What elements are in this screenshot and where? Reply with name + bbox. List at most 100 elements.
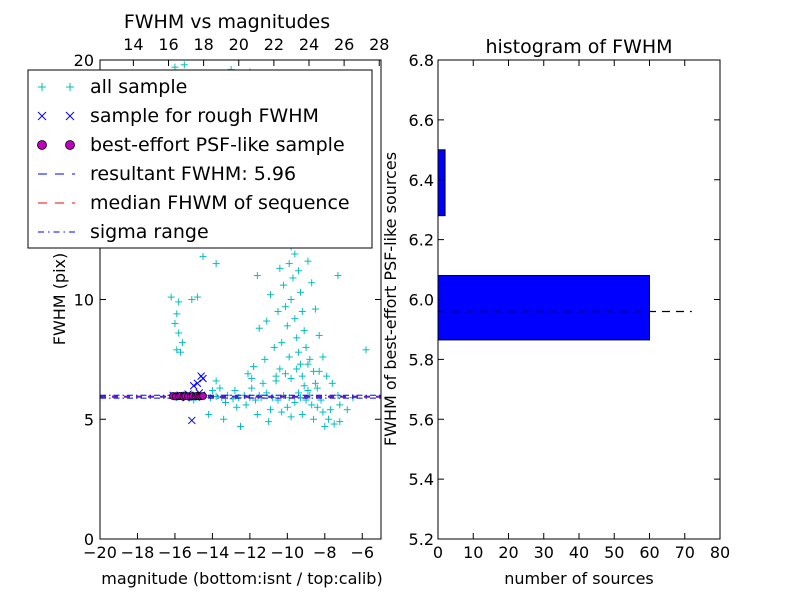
all-sample-point [212,260,220,268]
legend-entry: sigma range [38,221,209,243]
all-sample-point [296,360,304,368]
y-tick-label: 5.8 [409,350,434,369]
all-sample-point [304,360,312,368]
x-tick-label: 70 [675,543,695,562]
x-tick-label: 0 [433,543,443,562]
all-sample-point [253,410,261,418]
all-sample-point [278,339,286,347]
legend-marker [37,111,47,121]
y-tick-label: 6.4 [409,171,434,190]
all-sample-point [244,370,252,378]
all-sample-point [250,363,258,371]
x-tick-label: −12 [233,543,267,562]
legend-marker [66,83,74,91]
right-plot: 0 10 20 30 40 50 60 70 80 5.2 5.4 5.6 5.8 6.0 6.2 6.4 6.… [381,36,730,588]
all-sample-point [266,291,274,299]
y-tick-label: 5.6 [409,410,434,429]
all-sample-point [281,370,289,378]
y-tick-label: 5.4 [409,470,434,489]
all-sample-point [291,250,299,258]
all-sample-point [283,322,291,330]
all-sample-point [259,379,267,387]
all-sample-point [321,422,329,430]
all-sample-point [177,348,185,356]
all-sample-point [293,365,301,373]
all-sample-point [276,264,284,272]
x-tick-label: 50 [604,543,624,562]
all-sample-point [323,372,331,380]
y-tick-label: 6.8 [409,51,434,70]
all-sample-point [285,260,293,268]
all-sample-point [208,387,216,395]
right-axis-ticks: 0 10 20 30 40 50 60 70 80 5.2 5.4 5.6 5.8 6.0 6.2 6.4 6.… [409,51,731,562]
all-sample-point [205,410,213,418]
legend-entry: all sample [38,76,187,98]
all-sample-point [242,401,250,409]
all-sample-point [173,346,181,354]
all-sample-point [278,408,286,416]
y-tick-label: 5.2 [409,530,434,549]
x-tick-label: 40 [569,543,589,562]
all-sample-point [167,293,175,301]
legend-entry: best-effort PSF-like sample [37,134,345,156]
all-sample-point [293,334,301,342]
all-sample-point [261,355,269,363]
all-sample-point [298,307,306,315]
right-data-marks [437,149,692,341]
x-tick-label: −14 [196,543,230,562]
legend-marker [37,140,47,150]
all-sample-point [319,353,327,361]
all-sample-point [295,348,303,356]
y-tick-label: 10 [74,291,94,310]
all-sample-point [175,329,183,337]
x-tick-label: 80 [710,543,730,562]
legend-label: median FHWM of sequence [90,192,350,214]
legend-marker [65,140,75,150]
y-tick-label-top: 20 [74,51,94,70]
histogram-bar [437,149,446,217]
all-sample-point [308,401,316,409]
all-sample-point [311,379,319,387]
top-tick-label: 22 [264,35,284,54]
right-x-axis-label: number of sources [504,569,654,588]
all-sample-point [304,387,312,395]
y-tick-label: 6.2 [409,231,434,250]
x-tick-label: −10 [270,543,304,562]
all-sample-point [265,418,273,426]
top-tick-label: 18 [193,35,213,54]
all-sample-point [289,274,297,282]
all-sample-point [171,319,179,327]
left-x-axis-label: magnitude (bottom:isnt / top:calib) [101,569,382,588]
all-sample-point [212,377,220,385]
all-sample-point [298,372,306,380]
all-sample-point [253,272,261,280]
all-sample-point [175,298,183,306]
left-chart-title: FWHM vs magnitudes [124,11,330,33]
all-sample-point [295,267,303,275]
all-sample-point [315,331,323,339]
legend-marker [65,111,75,121]
legend-label: resultant FWHM: 5.96 [90,163,296,185]
top-tick-label: 28 [369,35,389,54]
all-sample-point [302,343,310,351]
all-sample-point [311,305,319,313]
legend-label: best-effort PSF-like sample [90,134,345,156]
all-sample-point [272,377,280,385]
legend-label: sample for rough FWHM [90,105,319,127]
all-sample-point [285,353,293,361]
legend-label: sigma range [90,221,209,243]
all-sample-point [199,252,207,260]
all-sample-point [237,422,244,430]
all-sample-point [291,398,299,406]
top-tick-label: 14 [123,35,143,54]
all-sample-point [336,418,344,426]
y-tick-label: 0 [84,530,94,549]
all-sample-point [216,384,224,392]
rough-sample-point [193,379,202,388]
y-tick-label: 6.6 [409,111,434,130]
all-sample-point [326,406,334,414]
all-sample-point [313,403,321,411]
all-sample-point [180,61,188,69]
all-sample-point [188,296,196,303]
top-tick-label: 16 [158,35,178,54]
